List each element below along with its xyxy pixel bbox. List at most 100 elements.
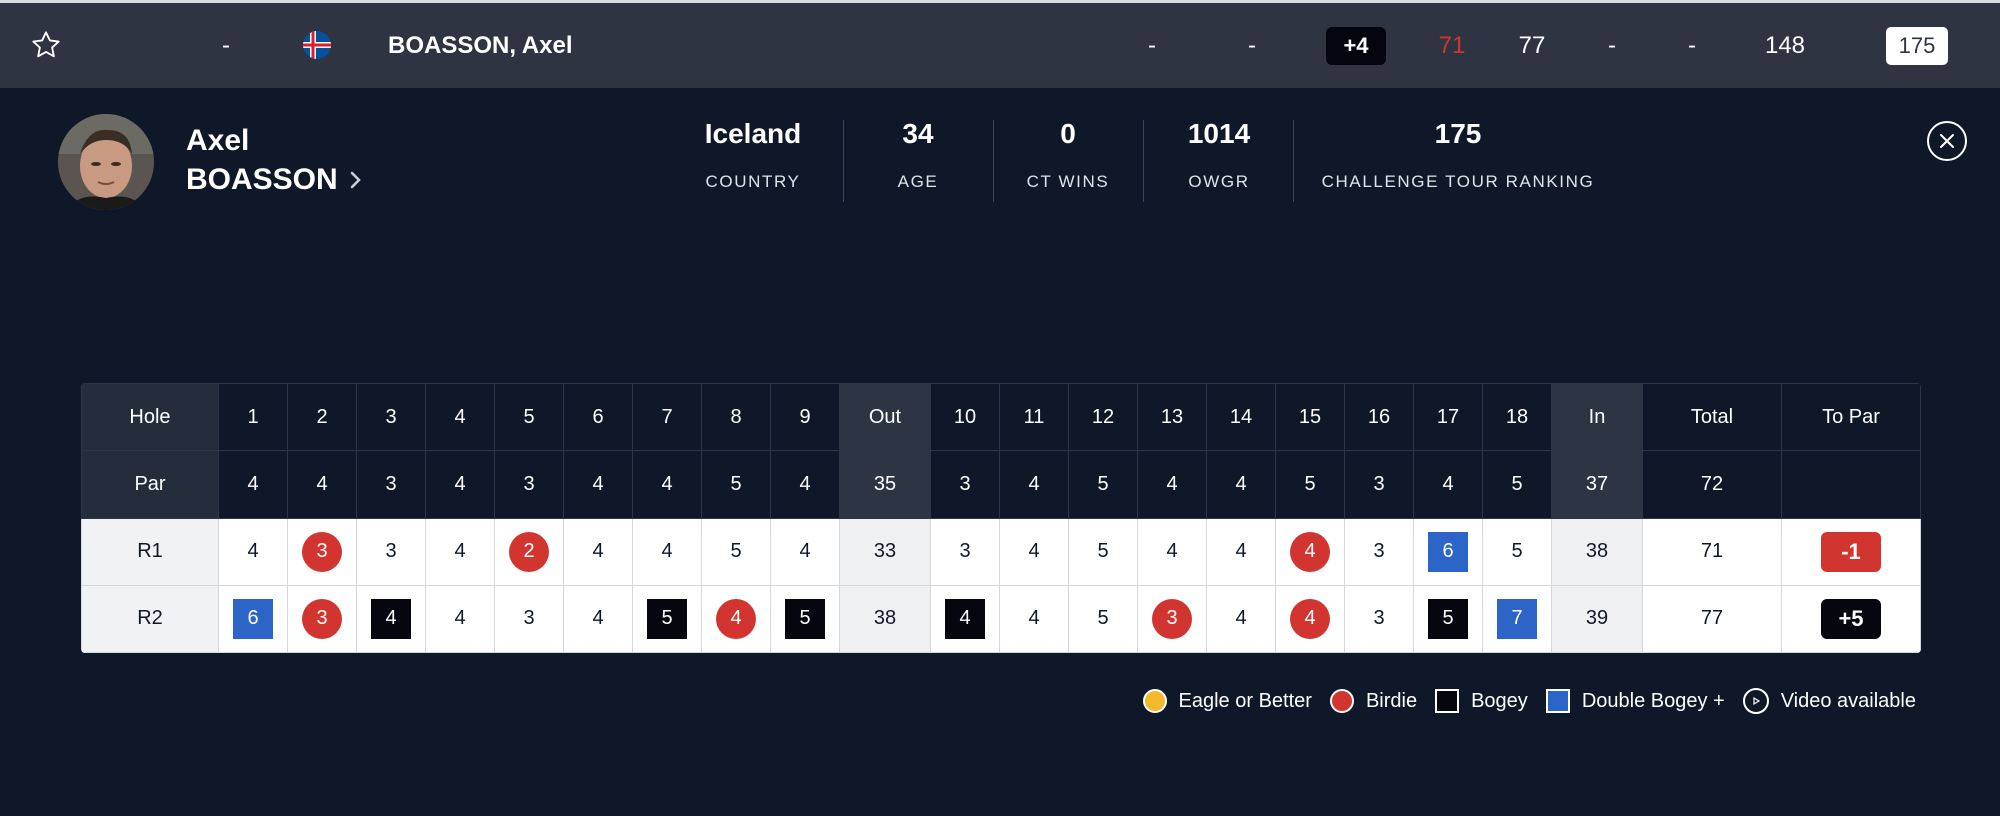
score-cell: 5	[632, 584, 702, 653]
scorecard-table: Hole 1 2 3 4 5 6 7 8 9 Out 10 11 12 13 14 15 16 17 18 In Tota…	[81, 383, 1921, 653]
stat-age: 34 AGE	[898, 118, 939, 192]
hole-number-cell: 13	[1137, 383, 1207, 452]
par-cell: 4	[1137, 450, 1207, 519]
legend-video-label: Video available	[1780, 689, 1916, 712]
double-bogey-score: 7	[1497, 598, 1537, 639]
score-cell: 4	[218, 517, 288, 586]
stat-ct-wins-label: CT WINS	[1026, 172, 1110, 191]
score-cell: 4	[1275, 517, 1345, 586]
hole-number-cell: 17	[1413, 383, 1483, 452]
score-cell: 5	[1482, 517, 1552, 586]
score-cell: 4	[356, 584, 426, 653]
score-cell: 4	[770, 517, 840, 586]
score-cell: 5	[1068, 584, 1138, 653]
par-cell: 5	[701, 450, 771, 519]
score-cell: 4	[930, 584, 1000, 653]
round-1-row: R1 4 3 3 4 2 4 4 5 4 33 3 4 5 4 4 4 3 6 5 38 71 -1	[81, 517, 1921, 586]
round-1-score: 71	[1438, 32, 1466, 59]
stat-age-value: 34	[902, 118, 934, 149]
hole-number-cell: 14	[1206, 383, 1276, 452]
birdie-score: 2	[509, 531, 549, 572]
legend-eagle: Eagle or Better	[1142, 689, 1312, 713]
stat-country-label: COUNTRY	[705, 172, 801, 191]
player-last-name: BOASSON	[186, 163, 338, 196]
par-row: Par 4 4 3 4 3 4 4 5 4 35 3 4 5 4 4 5 3 4 5 37 72	[81, 450, 1921, 519]
avatar	[58, 114, 154, 210]
score-cell: 4	[1206, 517, 1276, 586]
round-1-row-label: R1	[81, 517, 219, 586]
par-cell: 4	[1206, 450, 1276, 519]
score-cell: 6	[1413, 517, 1483, 586]
iceland-flag-icon	[303, 31, 331, 59]
score-cell: 5	[770, 584, 840, 653]
score-cell: 71	[1642, 517, 1782, 586]
leaderboard-row[interactable]: - BOASSON, Axel - - +4 71 77 - - 148 175	[0, 0, 2000, 88]
score-cell: 5	[1413, 584, 1483, 653]
legend-birdie-label: Birdie	[1365, 689, 1418, 712]
bogey-score: 4	[945, 598, 985, 639]
player-name[interactable]: BOASSON, Axel	[388, 32, 573, 59]
birdie-score: 3	[302, 598, 342, 639]
to-par-badge: -1	[1821, 531, 1881, 572]
score-cell: 3	[930, 517, 1000, 586]
par-cell: 5	[1482, 450, 1552, 519]
score-cell: 6	[218, 584, 288, 653]
stat-owgr-value: 1014	[1187, 118, 1251, 149]
divider	[1293, 120, 1294, 202]
score-cell: 38	[1551, 517, 1643, 586]
stat-age-label: AGE	[897, 172, 939, 191]
par-cell: 35	[839, 450, 931, 519]
hole-number-cell: 11	[999, 383, 1069, 452]
legend-video: Video available	[1742, 688, 1916, 714]
round-2-row-label: R2	[81, 584, 219, 653]
score-cell: 3	[1137, 584, 1207, 653]
col-a-value: -	[1148, 32, 1156, 59]
legend-double-bogey-label: Double Bogey +	[1581, 689, 1725, 712]
par-cell: 4	[287, 450, 357, 519]
hole-row-label: Hole	[81, 383, 219, 452]
double-bogey-score: 6	[233, 598, 273, 639]
legend-birdie: Birdie	[1329, 689, 1418, 713]
score-cell: 5	[1068, 517, 1138, 586]
score-cell: 4	[632, 517, 702, 586]
hole-number-cell: 8	[701, 383, 771, 452]
par-cell: 5	[1275, 450, 1345, 519]
bogey-score: 5	[1428, 598, 1468, 639]
par-cell: 4	[999, 450, 1069, 519]
hole-number-cell: 16	[1344, 383, 1414, 452]
hole-number-cell: 5	[494, 383, 564, 452]
birdie-circle-icon	[1329, 689, 1354, 713]
stat-ct-wins: 0 CT WINS	[1027, 118, 1110, 192]
score-cell: 77	[1642, 584, 1782, 653]
hole-number-cell: 7	[632, 383, 702, 452]
bogey-score: 4	[371, 598, 411, 639]
score-cell: -1	[1781, 517, 1921, 586]
par-cell: 4	[425, 450, 495, 519]
close-button[interactable]	[1927, 121, 1967, 161]
divider	[843, 120, 844, 202]
score-cell: 3	[287, 584, 357, 653]
score-cell: 4	[999, 584, 1069, 653]
hole-number-cell: To Par	[1781, 383, 1921, 452]
bogey-score: 5	[647, 598, 687, 639]
stat-country-value: Iceland	[704, 118, 802, 149]
favorite-star-icon[interactable]	[30, 29, 62, 61]
hole-number-cell: 4	[425, 383, 495, 452]
par-cell: 4	[1413, 450, 1483, 519]
score-cell: 3	[287, 517, 357, 586]
hole-number-cell: 10	[930, 383, 1000, 452]
divider	[993, 120, 994, 202]
close-icon	[1940, 134, 1954, 148]
par-cell: 37	[1551, 450, 1643, 519]
hole-number-cell: 3	[356, 383, 426, 452]
par-row-label: Par	[81, 450, 219, 519]
score-cell: 4	[425, 517, 495, 586]
stat-country: Iceland COUNTRY	[705, 118, 801, 192]
player-profile-link[interactable]: BOASSON	[186, 163, 364, 197]
score-cell: 4	[563, 517, 633, 586]
hole-number-cell: 9	[770, 383, 840, 452]
hole-number-cell: In	[1551, 383, 1643, 452]
stat-owgr-label: OWGR	[1188, 172, 1250, 191]
total-score: 148	[1764, 32, 1806, 59]
stat-ranking-value: 175	[1434, 118, 1482, 149]
